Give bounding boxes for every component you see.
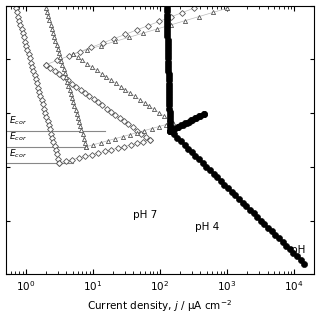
Text: $\it{E}_{cor}$: $\it{E}_{cor}$ [9,115,27,127]
Text: pH 4: pH 4 [195,222,219,232]
Text: $\it{E}_{cor}$: $\it{E}_{cor}$ [9,131,27,143]
Text: pH 7: pH 7 [133,210,157,220]
Text: pH: pH [291,245,306,255]
X-axis label: Current density, $\it{j}$ / μA cm$^{-2}$: Current density, $\it{j}$ / μA cm$^{-2}$ [87,299,233,315]
Text: $\it{E}_{cor}$: $\it{E}_{cor}$ [9,147,27,160]
